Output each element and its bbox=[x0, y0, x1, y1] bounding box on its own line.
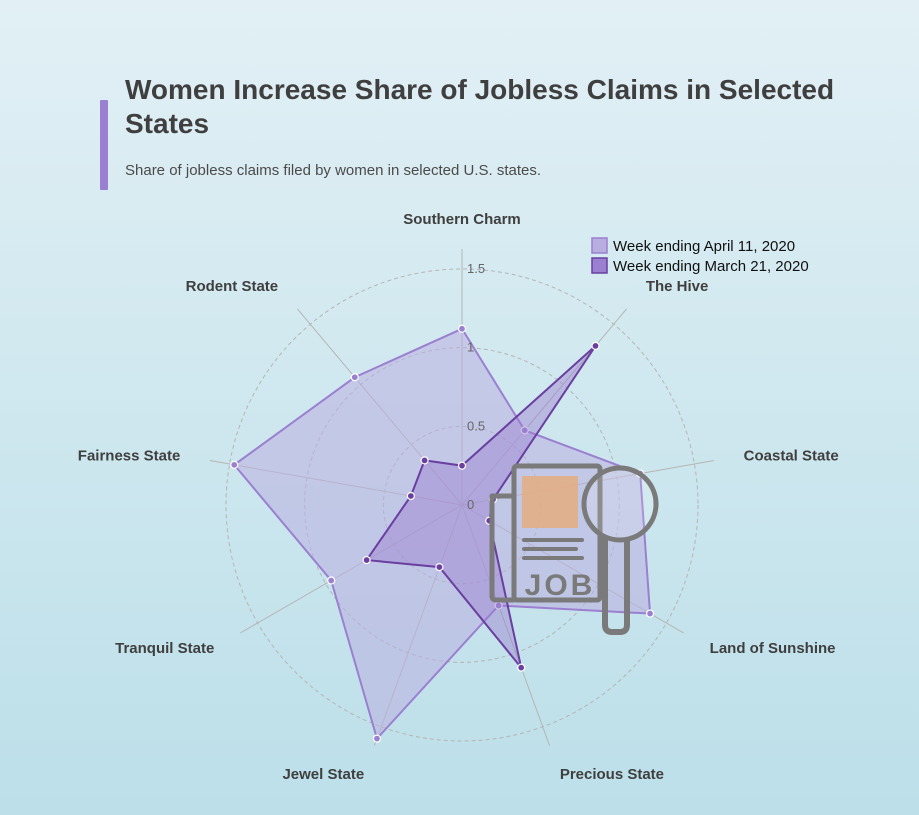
title-accent-bar bbox=[100, 100, 108, 190]
magnifier-lens bbox=[581, 465, 659, 543]
data-point bbox=[406, 491, 415, 501]
tick-label: 1 bbox=[467, 340, 474, 355]
data-point bbox=[362, 555, 371, 565]
axis-label: Jewel State bbox=[282, 766, 364, 783]
axis-label: Southern Charm bbox=[403, 211, 521, 228]
job-text: JOB bbox=[525, 569, 596, 602]
data-point bbox=[420, 456, 429, 465]
tick-label: 0.5 bbox=[467, 418, 485, 433]
legend-swatch bbox=[591, 257, 608, 274]
axis-label: Rodent State bbox=[186, 278, 279, 295]
legend-swatch bbox=[591, 237, 608, 254]
axis-label: Precious State bbox=[560, 766, 664, 783]
data-point bbox=[372, 734, 382, 743]
grid-circle bbox=[225, 268, 699, 742]
series-area bbox=[232, 327, 652, 741]
data-point bbox=[645, 609, 655, 618]
legend-label: Week ending March 21, 2020 bbox=[613, 258, 809, 275]
data-point bbox=[457, 461, 467, 470]
newspaper-photo bbox=[522, 476, 578, 528]
axis-label: Coastal State bbox=[744, 447, 839, 464]
data-point bbox=[591, 341, 600, 351]
data-point bbox=[457, 324, 467, 333]
data-point bbox=[435, 562, 444, 572]
chart-subtitle: Share of jobless claims filed by women i… bbox=[125, 162, 542, 179]
chart-title: Women Increase Share of Jobless Claims i… bbox=[125, 74, 835, 139]
axis-label: Tranquil State bbox=[115, 640, 214, 657]
series-april-11 bbox=[230, 324, 655, 743]
newspaper-fold bbox=[489, 493, 517, 603]
tick-label: 0 bbox=[467, 497, 474, 512]
axis-label: Fairness State bbox=[78, 447, 181, 464]
axis-label: Land of Sunshine bbox=[710, 640, 836, 657]
data-point bbox=[517, 663, 526, 672]
legend: Week ending April 11, 2020 Week ending Ma… bbox=[591, 237, 809, 275]
tick-label: 1.5 bbox=[467, 261, 485, 276]
legend-label: Week ending April 11, 2020 bbox=[613, 238, 795, 255]
data-point bbox=[230, 460, 239, 469]
job-newspaper-magnifier-icon bbox=[489, 463, 659, 635]
data-point bbox=[520, 426, 529, 435]
magnifier-handle bbox=[602, 537, 630, 635]
axis-label: The Hive bbox=[646, 278, 709, 295]
series-area bbox=[364, 345, 597, 669]
data-point bbox=[327, 576, 336, 585]
data-point bbox=[350, 373, 359, 382]
